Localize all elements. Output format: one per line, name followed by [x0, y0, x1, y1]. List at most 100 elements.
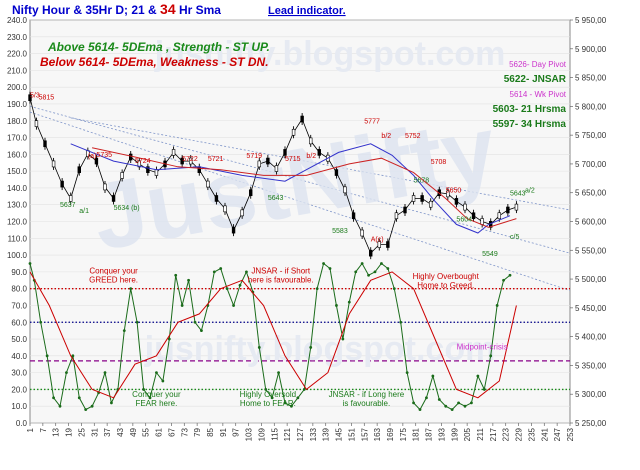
wave-label: (a) [88, 153, 97, 160]
wave-label: 5708 [431, 159, 447, 166]
x-tick-label: 139 [322, 427, 331, 441]
wave-label: 5777 [364, 119, 380, 126]
x-tick-label: 31 [90, 427, 99, 436]
left-tick-label: 0.0 [16, 419, 28, 428]
oscillator-point [167, 337, 171, 341]
right-tick-label: 5 900,00 [575, 45, 607, 54]
candle-body [386, 241, 390, 248]
oscillator-point [45, 354, 49, 358]
x-tick-label: 187 [425, 427, 434, 441]
wave-label: 5721 [208, 156, 224, 163]
x-tick-label: 181 [412, 427, 421, 441]
x-tick-label: 73 [180, 427, 189, 436]
x-tick-label: 151 [347, 427, 356, 441]
annotation-line: Conquer your [132, 390, 181, 399]
oscillator-point [302, 388, 306, 391]
oscillator-point [187, 278, 190, 282]
oscillator-point [328, 267, 332, 270]
oscillator-point [309, 346, 313, 349]
candle-body [43, 140, 47, 148]
oscillator-point [425, 396, 428, 400]
trend-line [70, 117, 571, 211]
x-tick-label: 241 [540, 427, 549, 441]
x-tick-label: 1 [26, 427, 35, 432]
oscillator-point [347, 300, 351, 304]
series-signal-line [29, 271, 517, 399]
right-tick-label: 5 250,00 [575, 419, 607, 428]
annotation-line: here is favourable. [248, 275, 314, 284]
candle-body [94, 157, 99, 165]
oscillator-point [392, 287, 396, 291]
x-tick-label: 175 [399, 427, 408, 441]
candle-body [28, 94, 32, 102]
oscillator-point [212, 270, 216, 274]
oscillator-point [437, 398, 441, 401]
x-tick-label: 223 [502, 427, 511, 441]
oscillator-point [405, 371, 409, 375]
left-tick-label: 40.0 [11, 352, 27, 361]
wave-label: b/2 [381, 133, 391, 140]
candle-body [514, 203, 519, 211]
oscillator-point [39, 320, 43, 324]
candle-body [206, 180, 210, 188]
candle-body [197, 166, 201, 173]
wave-label: 5643 [510, 191, 526, 198]
left-tick-label: 160.0 [7, 150, 28, 159]
annotation: Highly Overbought Home to Greed. [413, 272, 480, 290]
left-tick-label: 180.0 [7, 117, 28, 126]
oscillator-point [508, 273, 512, 277]
level-entry: 5603- 21 Hrsma [493, 104, 567, 115]
x-tick-label: 253 [566, 427, 575, 441]
candle-body [497, 212, 501, 220]
candle-body [343, 186, 347, 194]
wave-label: 5650 [446, 188, 462, 195]
x-tick-label: 193 [437, 427, 446, 441]
title-part-1: Nifty Hour & 35Hr D; 21 & [12, 3, 160, 17]
oscillator-point [257, 346, 261, 349]
left-axis: 0.0 10.0 20.0 30.0 40.0 50.0 60.0 70.0 80.0 90.0 1… [7, 16, 28, 428]
candle-body [180, 157, 184, 165]
left-tick-label: 60.0 [11, 318, 27, 327]
candle-body [146, 166, 150, 173]
oscillator-point [277, 371, 280, 375]
oscillator-point [193, 320, 197, 324]
left-tick-label: 240.0 [7, 16, 28, 25]
oscillator-point [380, 262, 383, 265]
oscillator-point [232, 304, 235, 307]
trend-line [29, 105, 571, 254]
candle-body [360, 229, 364, 237]
oscillator-point [142, 388, 145, 391]
trend-line [29, 111, 571, 291]
right-tick-label: 5 550,00 [575, 246, 607, 255]
candle-body [154, 169, 159, 176]
candle-body [429, 200, 433, 208]
x-tick-label: 37 [103, 427, 112, 436]
oscillator-point [161, 379, 165, 383]
candle-body [257, 160, 261, 168]
oscillator-point [315, 287, 319, 291]
wave-label: 5637 [60, 202, 76, 209]
candle-body [223, 205, 227, 213]
oscillator-point [373, 270, 377, 274]
left-tick-label: 150.0 [7, 167, 28, 176]
left-tick-label: 110.0 [8, 234, 28, 243]
oscillator-point [322, 262, 325, 265]
x-tick-label: 229 [515, 427, 524, 441]
x-tick-label: 133 [309, 427, 318, 441]
oscillator-point [482, 388, 486, 391]
oscillator-point [129, 287, 133, 291]
annotation-line: Midpoint-crisis [457, 342, 508, 351]
oscillator-point [110, 401, 113, 405]
annotation-line: JNSAR - if Short [251, 266, 310, 275]
candle-body [103, 183, 107, 191]
annotation: Midpoint-crisis [457, 342, 508, 351]
left-tick-label: 10.0 [11, 402, 27, 411]
candle-body [454, 198, 459, 205]
candle-body [111, 195, 116, 202]
oscillator-point [270, 396, 274, 400]
series-layer [28, 91, 519, 411]
candle-body [171, 149, 176, 156]
right-tick-label: 5 600,00 [575, 218, 607, 227]
